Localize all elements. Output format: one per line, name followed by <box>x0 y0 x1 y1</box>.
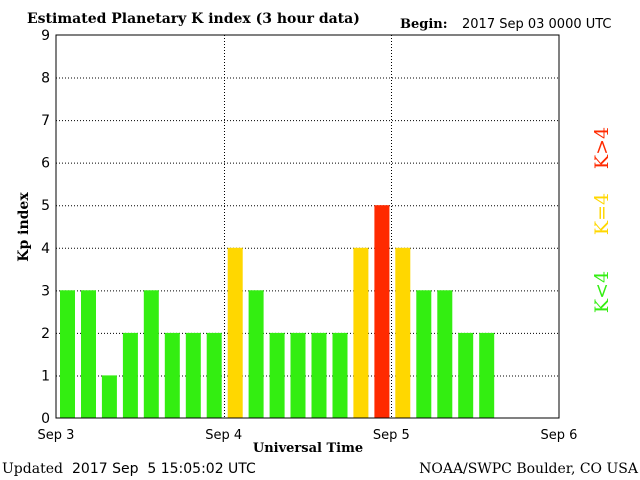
bar <box>143 290 159 418</box>
y-tick-labels: 0 1 2 3 4 5 6 7 8 9 <box>41 28 50 427</box>
x-tick-label: Sep 3 <box>38 428 75 443</box>
updated-value: 2017 Sep 5 15:05:02 UTC <box>72 461 256 477</box>
source-credit: NOAA/SWPC Boulder, CO USA <box>419 461 639 477</box>
y-tick-label: 9 <box>41 28 50 44</box>
bar <box>60 290 75 418</box>
plot-frame <box>55 34 560 419</box>
bar <box>227 247 243 418</box>
x-tick-label: Sep 5 <box>373 428 410 443</box>
x-axis-label: Universal Time <box>253 441 363 456</box>
y-tick-label: 4 <box>41 241 50 257</box>
y-axis-label: Kp index <box>16 192 32 262</box>
legend-item: K<4 <box>591 271 613 313</box>
bar <box>164 332 180 418</box>
bar <box>458 332 474 418</box>
bar <box>269 332 285 418</box>
y-tick-label: 3 <box>41 283 50 299</box>
y-tick-label: 1 <box>41 368 50 384</box>
bar <box>81 290 96 418</box>
bar <box>122 332 138 418</box>
y-tick-label: 0 <box>41 411 50 427</box>
legend-item: K=4 <box>591 193 613 235</box>
bar <box>395 247 411 418</box>
updated-label: Updated <box>2 461 63 477</box>
y-tick-label: 7 <box>41 113 50 129</box>
gridlines <box>56 35 559 418</box>
bar <box>248 290 264 418</box>
chart-title: Estimated Planetary K index (3 hour data… <box>27 11 360 27</box>
bar <box>185 332 201 418</box>
legend-item: K>4 <box>591 127 613 169</box>
bar <box>101 375 117 418</box>
bar <box>206 332 222 418</box>
bar <box>311 332 327 418</box>
bar <box>353 247 369 418</box>
legend: K>4 K=4 K<4 <box>591 127 613 313</box>
x-tick-label: Sep 4 <box>205 428 242 443</box>
bar <box>332 332 348 418</box>
begin-label: Begin: <box>400 17 448 32</box>
x-tick-labels: Sep 3 Sep 4 Sep 5 Sep 6 <box>38 428 578 443</box>
y-tick-label: 6 <box>41 156 50 172</box>
bar <box>416 290 432 418</box>
bar <box>479 332 495 418</box>
begin-value: 2017 Sep 03 0000 UTC <box>462 17 612 32</box>
bar <box>437 290 453 418</box>
x-tick-label: Sep 6 <box>541 428 578 443</box>
y-tick-label: 5 <box>41 198 50 214</box>
y-tick-label: 2 <box>41 326 50 342</box>
y-tick-label: 8 <box>41 71 50 87</box>
bars <box>60 205 495 418</box>
bar <box>290 332 306 418</box>
bar <box>374 205 390 418</box>
